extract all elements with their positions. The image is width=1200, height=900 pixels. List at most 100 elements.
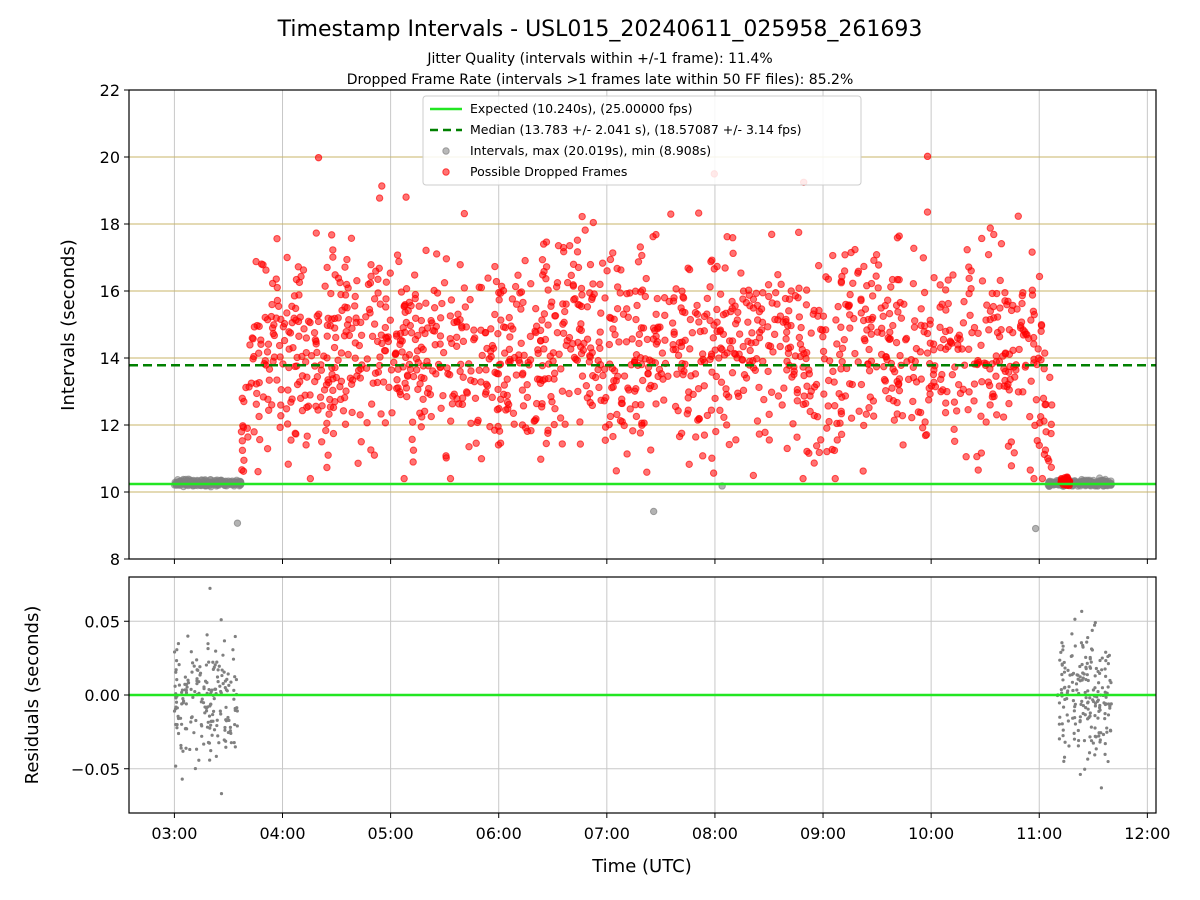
residual-point: [1105, 726, 1109, 730]
dropped-frame-point: [867, 330, 875, 338]
residual-point: [1085, 673, 1089, 677]
dropped-frame-point: [456, 367, 464, 376]
dropped-frame-point: [402, 193, 410, 201]
dropped-frame-point: [453, 333, 461, 341]
residual-point: [1079, 641, 1084, 645]
residual-point: [183, 688, 187, 692]
dropped-frame-point: [452, 342, 461, 350]
dropped-frame-point: [793, 397, 802, 405]
dropped-frame-point: [547, 302, 555, 310]
dropped-frame-point: [632, 315, 640, 324]
dropped-frame-point: [415, 302, 423, 310]
dropped-frame-point: [1032, 396, 1041, 404]
dropped-frame-point: [408, 418, 417, 426]
dropped-frame-point: [509, 325, 517, 333]
dropped-frame-point: [732, 436, 740, 444]
residual-point: [1081, 704, 1085, 708]
dropped-frame-point: [517, 288, 526, 296]
dropped-frame-point: [996, 304, 1004, 312]
dropped-frame-point: [1009, 346, 1017, 355]
dropped-frame-point: [484, 274, 492, 282]
dropped-frame-point: [477, 283, 486, 292]
dropped-frame-point: [467, 419, 475, 427]
residual-point: [180, 722, 184, 726]
dropped-frame-point: [500, 349, 509, 357]
dropped-frame-point: [327, 231, 336, 239]
dropped-frame-point: [559, 320, 567, 328]
residual-point: [1106, 759, 1110, 764]
residual-point: [1082, 738, 1087, 743]
residual-point: [185, 685, 189, 689]
dropped-frame-point: [322, 426, 330, 435]
residual-point: [216, 668, 220, 672]
dropped-frame-point: [446, 312, 455, 320]
residual-point: [1104, 659, 1108, 663]
dropped-frame-point: [950, 437, 959, 445]
x-tick-label: 10:00: [908, 824, 954, 843]
dropped-frame-point: [677, 342, 686, 351]
dropped-frame-point: [367, 272, 375, 280]
residual-point: [1099, 731, 1103, 735]
residual-point: [233, 722, 237, 727]
dropped-frame-point: [569, 282, 578, 290]
dropped-frame-point: [992, 357, 1001, 366]
dropped-frame-point: [982, 418, 990, 426]
dropped-frame-point: [549, 349, 558, 357]
bottom-y-tick-label: 0.00: [84, 686, 120, 705]
dropped-frame-point: [283, 420, 292, 428]
dropped-frame-point: [888, 275, 897, 284]
dropped-frame-point: [640, 419, 648, 427]
dropped-frame-point: [341, 303, 349, 311]
dropped-frame-point: [1028, 286, 1037, 294]
dropped-frame-point: [588, 401, 597, 410]
residual-point: [1096, 698, 1100, 702]
residual-point: [1080, 662, 1084, 667]
dropped-frame-point: [508, 295, 517, 303]
dropped-frame-point: [661, 336, 669, 344]
residual-point: [192, 664, 196, 668]
dropped-frame-point: [495, 296, 503, 304]
dropped-frame-point: [406, 365, 415, 373]
dropped-frame-point: [667, 210, 675, 218]
dropped-frame-point: [777, 280, 785, 289]
dropped-frame-point: [256, 435, 264, 444]
dropped-frame-point: [329, 246, 337, 254]
residual-point: [226, 715, 230, 720]
residual-point: [208, 704, 212, 708]
dropped-frame-point: [595, 383, 603, 392]
dropped-frame-point: [351, 292, 359, 301]
dropped-frame-point: [636, 429, 645, 437]
x-axis-label: Time (UTC): [591, 856, 692, 877]
dropped-frame-point: [759, 357, 767, 366]
dropped-frame-point: [559, 329, 568, 337]
dropped-frame-point: [958, 345, 966, 353]
residual-point: [194, 718, 198, 723]
residual-point: [224, 719, 229, 723]
dropped-frame-point: [716, 290, 725, 298]
dropped-frame-point: [339, 407, 348, 415]
dropped-frame-point: [930, 273, 938, 282]
dropped-frame-point: [941, 286, 950, 294]
residual-point: [1098, 703, 1102, 708]
residual-point: [1059, 687, 1063, 692]
residual-point: [216, 680, 220, 684]
dropped-frame-point: [459, 373, 467, 381]
dropped-frame-point: [686, 345, 694, 353]
dropped-frame-point: [610, 315, 618, 324]
dropped-frame-point: [420, 374, 428, 383]
dropped-frame-point: [458, 400, 467, 409]
dropped-frame-point: [391, 350, 400, 358]
residual-point: [1078, 719, 1082, 723]
dropped-frame-point: [941, 408, 950, 417]
dropped-frame-point: [635, 339, 643, 348]
dropped-frame-point: [523, 393, 532, 402]
dropped-frame-point: [397, 288, 406, 296]
residual-point: [1080, 699, 1084, 703]
dropped-frame-point: [643, 335, 652, 344]
residual-point: [1084, 666, 1088, 671]
dropped-frame-point: [503, 375, 511, 383]
dropped-frame-point: [782, 335, 790, 343]
dropped-frame-point: [670, 294, 678, 302]
residual-point: [1070, 673, 1074, 677]
dropped-frame-point: [643, 468, 651, 476]
